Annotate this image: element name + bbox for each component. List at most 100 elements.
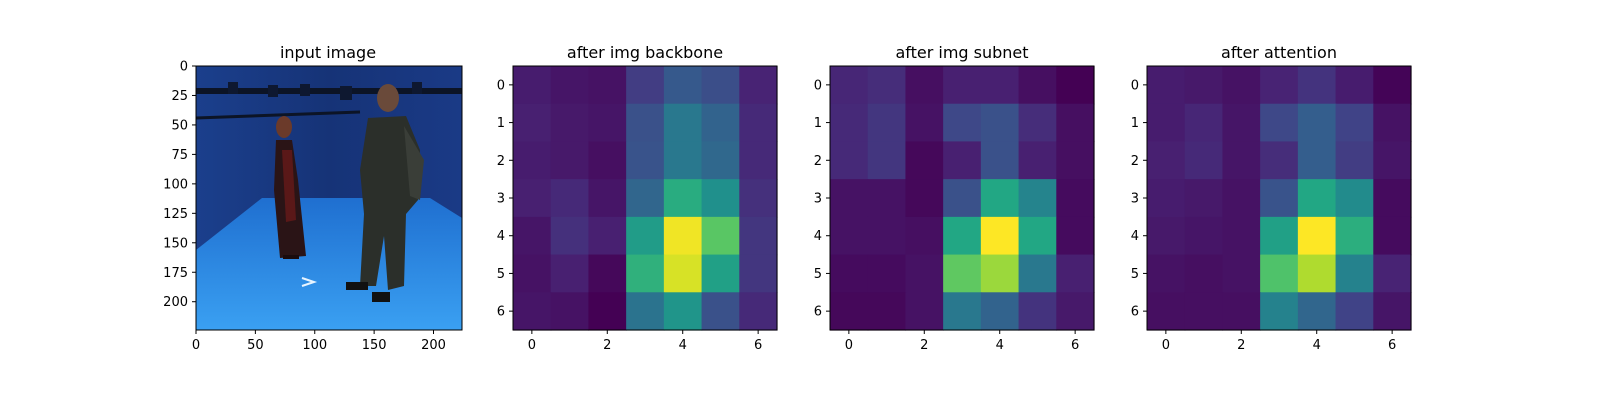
heatmap-cell [1056, 216, 1095, 256]
heatmap-cell [663, 103, 703, 143]
heatmap-cell [943, 254, 982, 293]
heatmap-cell [1018, 141, 1057, 180]
heatmap-cell [739, 216, 778, 256]
heatmap-cell [588, 292, 627, 331]
x-tick-label: 200 [421, 338, 446, 353]
heatmap-cell [830, 141, 869, 180]
x-tick-label: 50 [247, 338, 264, 353]
heatmap-cell [1147, 216, 1186, 256]
panel-input-image: input image [163, 43, 463, 353]
heatmap-cell [1222, 216, 1261, 256]
x-tick-label: 6 [754, 338, 762, 353]
heatmap-cell [550, 216, 590, 256]
y-tick-label: 1 [814, 116, 822, 131]
y-tick-label: 6 [497, 305, 505, 320]
heatmap-cell [1373, 254, 1412, 293]
heatmap-cell [1335, 292, 1374, 331]
heatmap-cell [701, 103, 740, 143]
y-tick-label: 200 [163, 295, 188, 310]
heatmap-cell [739, 179, 778, 218]
heatmap-cell [943, 141, 982, 180]
heatmap-cell [626, 254, 665, 293]
y-tick-label: 3 [814, 192, 822, 207]
heatmap-cell [980, 141, 1020, 180]
heatmap-cell [739, 292, 778, 331]
y-tick-label: 2 [814, 154, 822, 169]
heatmap-cell [701, 66, 740, 105]
heatmap-cell [1297, 141, 1337, 180]
heatmap-cell [1260, 66, 1299, 105]
heatmap-cell [1297, 103, 1337, 143]
y-tick-label: 5 [497, 267, 505, 282]
y-tick-label: 2 [497, 154, 505, 169]
heatmap-cell [739, 66, 778, 105]
y-axis: 0 1 2 3 4 5 6 [1131, 78, 1147, 320]
heatmap-cell [626, 179, 665, 218]
person-right [346, 84, 424, 302]
heatmap-cell [663, 216, 703, 256]
x-tick-label: 2 [603, 338, 611, 353]
heatmap-cell [588, 103, 627, 143]
heatmap-cell [513, 254, 552, 293]
heatmap-cell [1222, 141, 1261, 180]
heatmap-cell [701, 216, 740, 256]
heatmap-cell [943, 103, 982, 143]
heatmap-cell [1222, 103, 1261, 143]
heatmap-cell [1184, 292, 1224, 331]
heatmap-cell [588, 216, 627, 256]
heatmap-cell [550, 103, 590, 143]
heatmap-cell [1018, 179, 1057, 218]
x-tick-label: 6 [1071, 338, 1079, 353]
y-tick-label: 25 [171, 89, 188, 104]
heatmap-cell [867, 292, 907, 331]
heatmap-cell [1373, 179, 1412, 218]
heatmap-cell [626, 216, 665, 256]
heatmap-cell [513, 292, 552, 331]
heatmap-cell [830, 179, 869, 218]
heatmap-cell [1335, 66, 1374, 105]
heatmap-cell [1056, 292, 1095, 331]
x-tick-label: 100 [302, 338, 327, 353]
panel-title: input image [280, 43, 376, 62]
axes-frame [195, 65, 463, 331]
heatmap-cell [1056, 103, 1095, 143]
heatmap-cell [1184, 66, 1224, 105]
heatmap-cell [1147, 179, 1186, 218]
heatmap-cell [867, 103, 907, 143]
heatmap-cell [1373, 141, 1412, 180]
y-tick-label: 0 [497, 78, 505, 93]
y-tick-label: 3 [497, 192, 505, 207]
x-tick-label: 0 [845, 338, 853, 353]
heatmap-cells [513, 66, 778, 331]
heatmap-cell [1056, 254, 1095, 293]
heatmap-cell [1147, 103, 1186, 143]
heatmap-cell [663, 254, 703, 293]
x-tick-label: 0 [192, 338, 200, 353]
heatmap-cell [1184, 254, 1224, 293]
y-tick-label: 75 [171, 148, 188, 163]
person-left [274, 116, 306, 259]
heatmap-cell [1335, 103, 1374, 143]
x-tick-label: 2 [920, 338, 928, 353]
heatmap-cells [1147, 66, 1412, 331]
heatmap-cell [739, 141, 778, 180]
heatmap-cell [1335, 141, 1374, 180]
heatmap-cell [663, 66, 703, 105]
heatmap-cell [1222, 66, 1261, 105]
heatmap-cell [663, 179, 703, 218]
heatmap-cell [1373, 216, 1412, 256]
input-photo [196, 66, 462, 330]
heatmap-cell [980, 216, 1020, 256]
heatmap-cell [905, 103, 944, 143]
heatmap-cell [980, 292, 1020, 331]
heatmap-cell [1260, 103, 1299, 143]
y-tick-label: 6 [814, 305, 822, 320]
heatmap-cell [739, 103, 778, 143]
x-tick-label: 6 [1388, 338, 1396, 353]
heatmap-cell [1297, 254, 1337, 293]
heatmap-cell [980, 103, 1020, 143]
heatmap-cell [588, 179, 627, 218]
heatmap-cell [1184, 141, 1224, 180]
heatmap-cell [830, 292, 869, 331]
